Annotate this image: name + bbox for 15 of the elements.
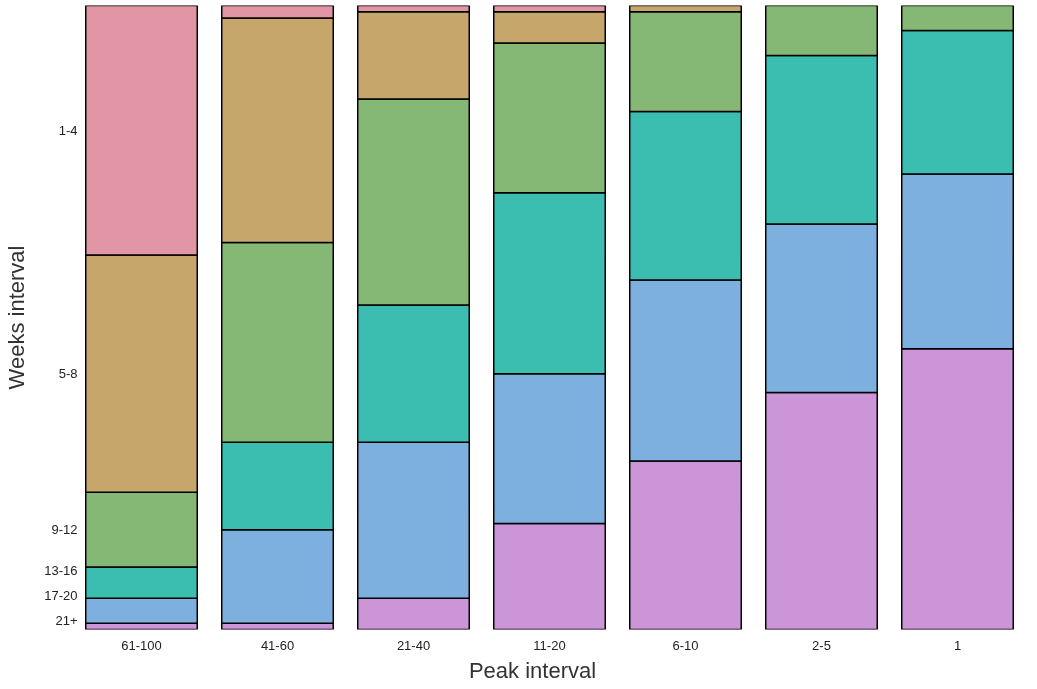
x-tick-label: 11-20	[533, 637, 566, 653]
series-label: 9-12	[51, 522, 78, 538]
x-tick-label: 21-40	[396, 637, 431, 653]
series-label: 1-4	[58, 122, 78, 138]
x-tick-label: 2-5	[812, 637, 831, 653]
series-label: 13-16	[44, 562, 78, 578]
x-tick-label: 41-60	[260, 637, 295, 653]
series-label: 21+	[55, 612, 78, 628]
x-axis-title: Peak interval	[468, 657, 597, 683]
y-axis-title: Weeks interval	[3, 245, 29, 390]
series-label: 17-20	[44, 587, 78, 603]
series-label: 5-8	[58, 366, 78, 382]
x-tick-label: 61-100	[121, 637, 162, 653]
x-tick-label: 6-10	[672, 637, 699, 653]
x-tick-label: 1	[953, 637, 962, 653]
